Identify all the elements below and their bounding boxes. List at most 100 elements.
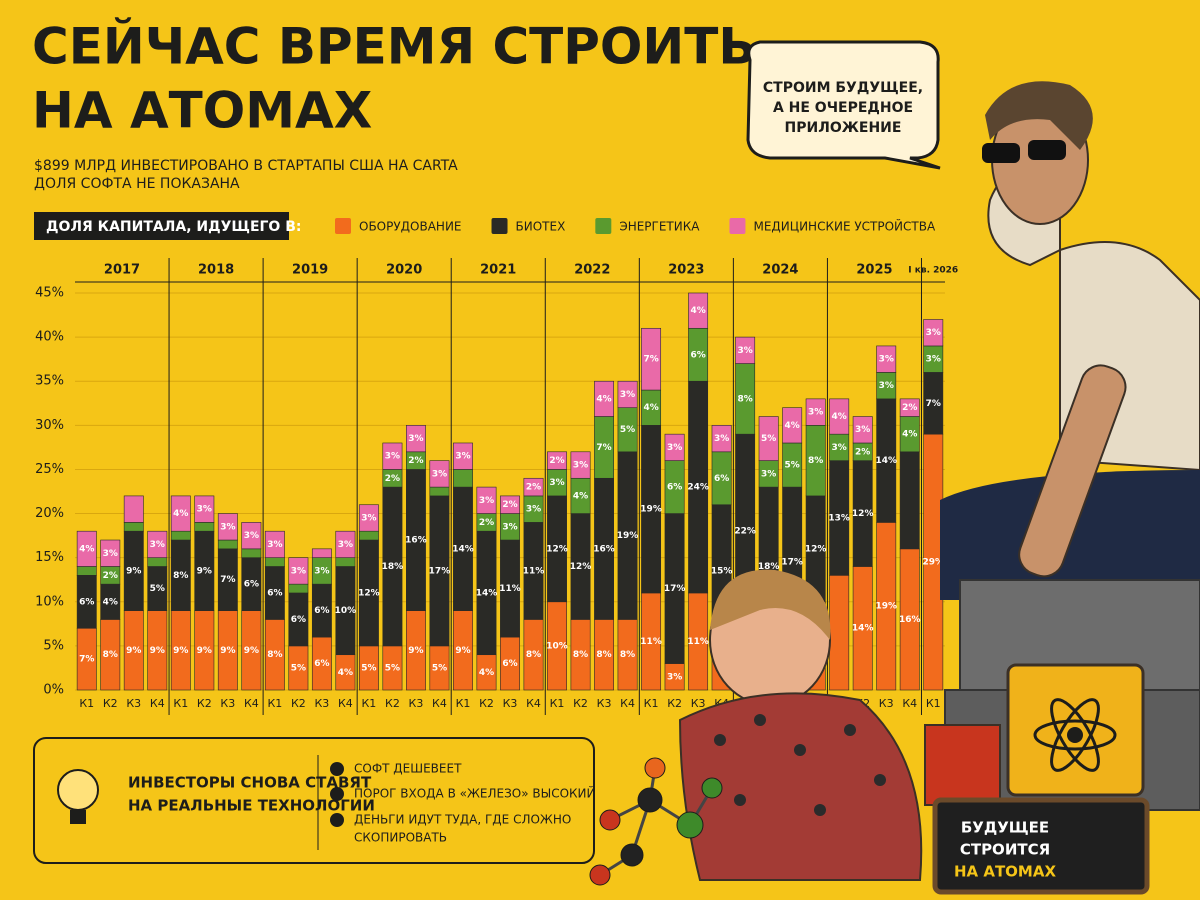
x-tick-label: К3 [409, 697, 424, 710]
value-label: 9% [197, 646, 212, 656]
x-tick-label: К3 [503, 697, 518, 710]
value-label: 4% [832, 412, 847, 422]
bar-segment [453, 469, 473, 488]
value-label: 3% [620, 390, 635, 400]
value-label: 2% [479, 518, 494, 528]
value-label: 3% [808, 408, 823, 418]
year-label: I кв. 2026 [908, 266, 958, 276]
value-label: 6% [714, 474, 729, 484]
value-label: 6% [244, 580, 259, 590]
callout-title: НА РЕАЛЬНЫЕ ТЕХНОЛОГИИ [128, 797, 375, 815]
x-tick-label: К1 [79, 697, 94, 710]
bar-segment [688, 292, 709, 329]
x-tick-label: К3 [220, 697, 235, 710]
x-tick-label: К2 [479, 697, 494, 710]
bar-segment [241, 522, 262, 550]
value-label: 8% [526, 650, 541, 660]
value-label: 7% [596, 443, 611, 453]
bar-segment [170, 495, 191, 532]
speech-bubble [746, 40, 941, 170]
value-label: 2% [103, 571, 118, 581]
x-tick-label: К3 [691, 697, 706, 710]
bar-segment [194, 522, 215, 532]
value-label: 5% [761, 434, 776, 444]
year-label: 2024 [762, 263, 798, 278]
bar-segment [523, 477, 544, 497]
bar-segment [335, 530, 356, 558]
value-label: 9% [408, 646, 423, 656]
callout-point: СОФТ ДЕШЕВЕЕТ [354, 762, 462, 776]
y-tick-label: 45% [35, 286, 64, 301]
year-label: 2025 [856, 263, 892, 278]
bubble-text: А НЕ ОЧЕРЕДНОЕ [773, 100, 913, 116]
value-label: 5% [620, 425, 635, 435]
bar-segment [641, 327, 662, 391]
legend-swatch [729, 218, 746, 234]
x-tick-label: К4 [902, 697, 917, 710]
value-label: 5% [150, 584, 165, 594]
x-tick-label: К4 [150, 697, 165, 710]
bar-segment [288, 557, 309, 585]
value-label: 4% [573, 491, 588, 501]
value-label: 18% [382, 562, 404, 572]
subtitle: $899 МЛРД ИНВЕСТИРОВАНО В СТАРТАПЫ США Н… [34, 158, 458, 174]
value-label: 3% [244, 531, 259, 541]
legend-label: ОБОРУДОВАНИЕ [359, 220, 462, 234]
value-label: 8% [173, 571, 188, 581]
illustration [589, 81, 1200, 886]
value-label: 15% [711, 566, 733, 576]
value-label: 3% [879, 381, 894, 391]
callout-point: ДЕНЬГИ ИДУТ ТУДА, ГДЕ СЛОЖНО [354, 813, 571, 827]
value-label: 3% [408, 434, 423, 444]
value-label: 5% [432, 663, 447, 673]
value-label: 29% [922, 558, 944, 568]
value-label: 4% [103, 597, 118, 607]
sign-text: БУДУЩЕЕ [961, 819, 1049, 837]
value-label: 4% [902, 430, 917, 440]
value-label: 12% [805, 544, 827, 554]
title-line: НА АТОМАХ [32, 82, 372, 140]
value-label: 8% [596, 650, 611, 660]
value-label: 6% [267, 588, 282, 598]
bar-segment [147, 557, 168, 567]
value-label: 9% [244, 646, 259, 656]
year-label: 2019 [292, 263, 328, 278]
value-label: 3% [737, 346, 752, 356]
bubble-text: СТРОИМ БУДУЩЕЕ, [763, 80, 923, 96]
value-label: 3% [314, 566, 329, 576]
bar-segment [429, 486, 450, 497]
bar-segment [123, 495, 144, 523]
value-label: 6% [314, 606, 329, 616]
value-label: 3% [385, 452, 400, 462]
y-tick-label: 5% [43, 638, 64, 653]
value-label: 5% [361, 663, 376, 673]
value-label: 2% [902, 403, 917, 413]
value-label: 11% [687, 637, 709, 647]
value-label: 6% [690, 350, 705, 360]
value-label: 5% [291, 663, 306, 673]
value-label: 9% [173, 646, 188, 656]
value-label: 4% [173, 509, 188, 519]
legend-swatch [595, 218, 612, 234]
bar-segment [147, 530, 168, 558]
value-label: 9% [150, 646, 165, 656]
value-label: 8% [267, 650, 282, 660]
chart: ОБОРУДОВАНИЕ БИОТЕХ ЭНЕРГЕТИКА МЕДИЦИНСКИЕ … [35, 218, 958, 715]
bar-segment [335, 557, 356, 567]
bar-segment [829, 575, 850, 691]
value-label: 19% [875, 602, 897, 612]
value-label: 3% [432, 469, 447, 479]
check-icon [330, 813, 344, 827]
bar-segment [852, 416, 873, 444]
x-tick-label: К1 [456, 697, 471, 710]
value-label: 3% [502, 522, 517, 532]
value-label: 17% [664, 584, 686, 594]
value-label: 7% [220, 575, 235, 585]
value-label: 5% [385, 663, 400, 673]
value-label: 3% [150, 540, 165, 550]
value-label: 7% [79, 655, 94, 665]
bar-segment [899, 398, 920, 417]
value-label: 8% [573, 650, 588, 660]
